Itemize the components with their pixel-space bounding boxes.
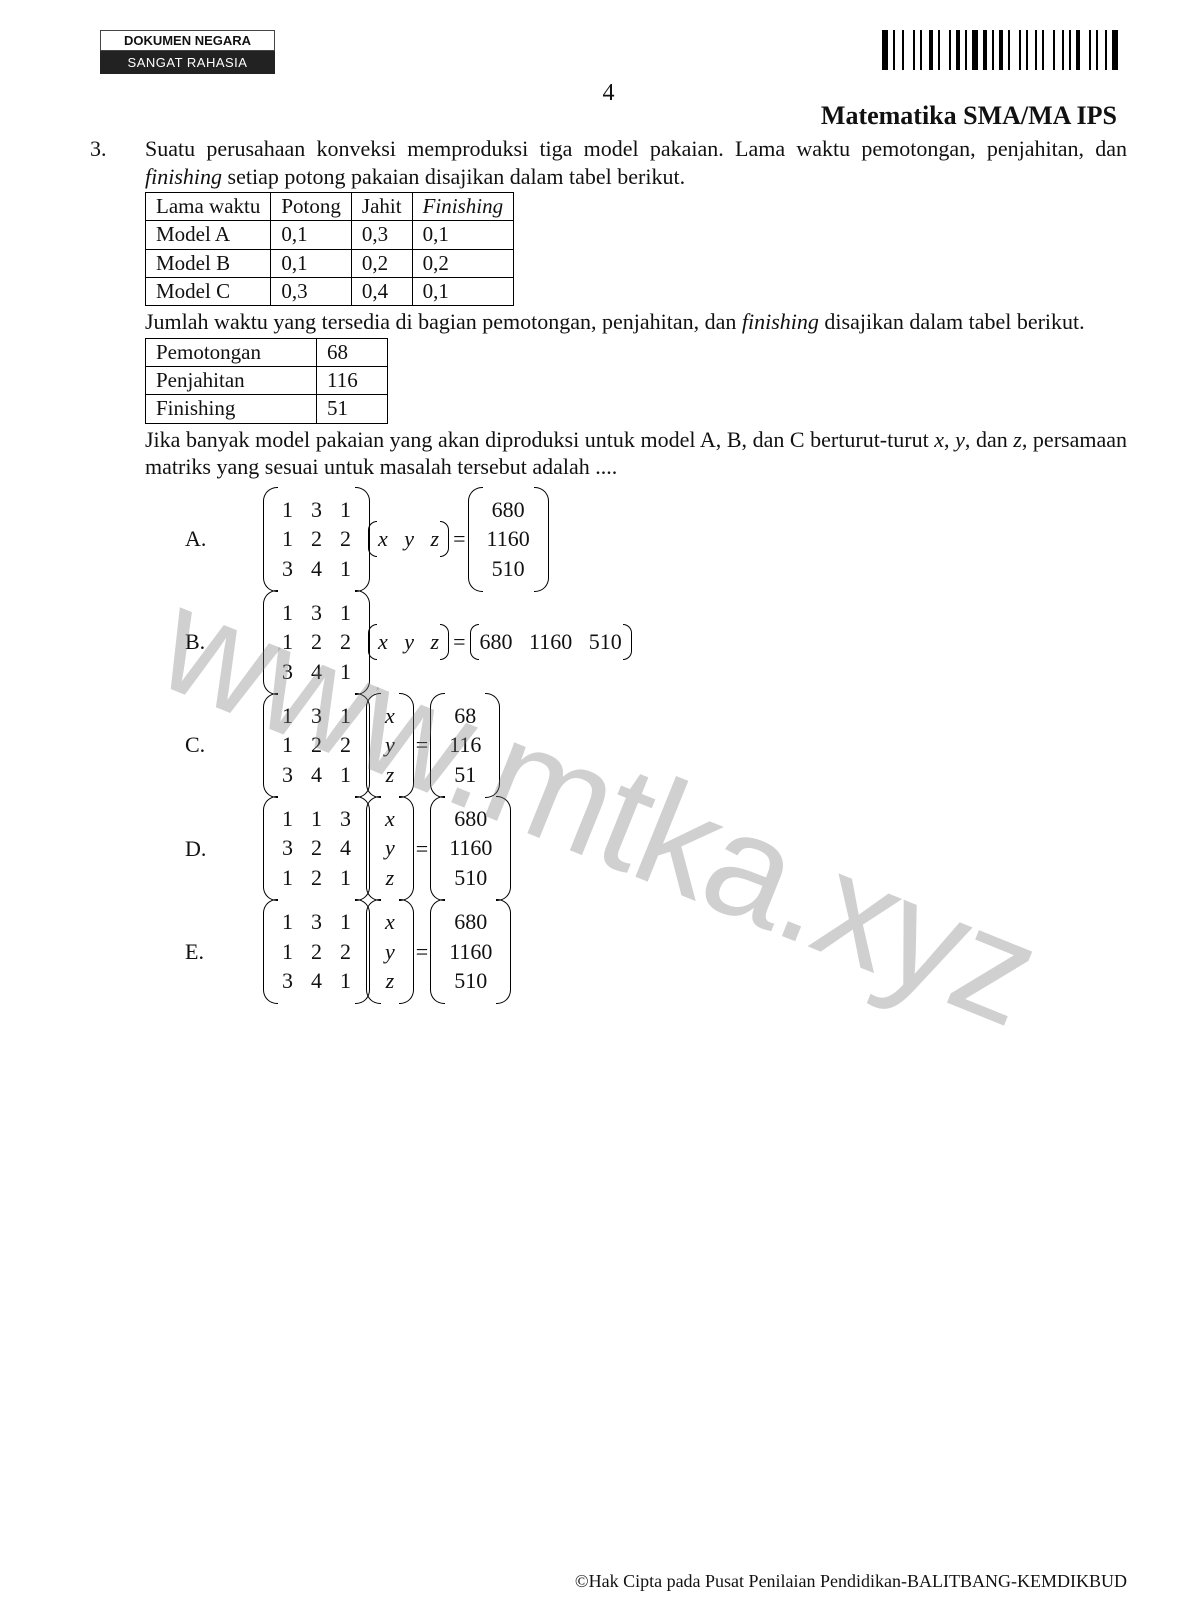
- question-number: 3.: [90, 135, 145, 163]
- answer-label: C.: [145, 731, 265, 759]
- table1-cell: Model A: [146, 221, 271, 249]
- table2-cell: 68: [317, 338, 388, 366]
- para1-end: setiap potong pakaian disajikan dalam ta…: [222, 164, 685, 189]
- answer-option-e: E.131122341xyz=6801160510: [145, 903, 1127, 1000]
- barcode-icon: [882, 30, 1127, 70]
- answer-expression: 131122341x y z=680 1160 510: [265, 594, 632, 691]
- table1-cell: 0,1: [271, 221, 352, 249]
- table1-header: Lama waktu: [146, 193, 271, 221]
- table1-cell: 0,1: [412, 221, 514, 249]
- page: DOKUMEN NEGARA SANGAT RAHASIA 4 Matemati…: [0, 0, 1197, 1600]
- table2-cell: 51: [317, 395, 388, 423]
- answer-expression: 131122341xyz=6811651: [265, 697, 498, 794]
- table1-cell: 0,2: [351, 249, 412, 277]
- table1-cell: Model B: [146, 249, 271, 277]
- answer-options: A.131122341x y z=6801160510B.131122341x …: [145, 491, 1127, 1000]
- table1-cell: 0,2: [412, 249, 514, 277]
- answer-option-c: C.131122341xyz=6811651: [145, 697, 1127, 794]
- table2-cell: Penjahitan: [146, 366, 317, 394]
- document-stamp: DOKUMEN NEGARA SANGAT RAHASIA: [100, 30, 275, 74]
- answer-label: D.: [145, 835, 265, 863]
- stamp-top: DOKUMEN NEGARA: [100, 30, 275, 51]
- table2-cell: Finishing: [146, 395, 317, 423]
- table1-cell: 0,1: [271, 249, 352, 277]
- answer-label: A.: [145, 525, 265, 553]
- answer-option-a: A.131122341x y z=6801160510: [145, 491, 1127, 588]
- answer-option-b: B.131122341x y z=680 1160 510: [145, 594, 1127, 691]
- para2a: Jumlah waktu yang tersedia di bagian pem…: [145, 309, 742, 334]
- para1-text: Suatu perusahaan konveksi memproduksi ti…: [145, 136, 1127, 161]
- question-body: 3. Suatu perusahaan konveksi memproduksi…: [90, 135, 1127, 1006]
- answer-expression: 113324121xyz=6801160510: [265, 800, 509, 897]
- table1-header: Potong: [271, 193, 352, 221]
- table-1: Lama waktuPotongJahitFinishingModel A0,1…: [145, 192, 514, 306]
- table-2: Pemotongan68Penjahitan116Finishing51: [145, 338, 388, 424]
- answer-expression: 131122341xyz=6801160510: [265, 903, 509, 1000]
- question-para-2: Jumlah waktu yang tersedia di bagian pem…: [145, 308, 1127, 336]
- question-para-1: Suatu perusahaan konveksi memproduksi ti…: [145, 135, 1127, 190]
- para2-italic: finishing: [742, 309, 819, 334]
- table1-cell: 0,3: [351, 221, 412, 249]
- table1-cell: 0,4: [351, 277, 412, 305]
- answer-label: E.: [145, 938, 265, 966]
- question-para-3: Jika banyak model pakaian yang akan dipr…: [145, 426, 1127, 481]
- table1-cell: 0,1: [412, 277, 514, 305]
- table2-cell: 116: [317, 366, 388, 394]
- table1-cell: Model C: [146, 277, 271, 305]
- answer-label: B.: [145, 628, 265, 656]
- table1-cell: 0,3: [271, 277, 352, 305]
- table2-cell: Pemotongan: [146, 338, 317, 366]
- answer-option-d: D.113324121xyz=6801160510: [145, 800, 1127, 897]
- stamp-bottom: SANGAT RAHASIA: [100, 51, 275, 74]
- answer-expression: 131122341x y z=6801160510: [265, 491, 547, 588]
- para1-italic: finishing: [145, 164, 222, 189]
- para2b: disajikan dalam tabel berikut.: [819, 309, 1085, 334]
- table1-header: Jahit: [351, 193, 412, 221]
- copyright-footer: ©Hak Cipta pada Pusat Penilaian Pendidik…: [300, 1571, 1127, 1592]
- table1-header: Finishing: [412, 193, 514, 221]
